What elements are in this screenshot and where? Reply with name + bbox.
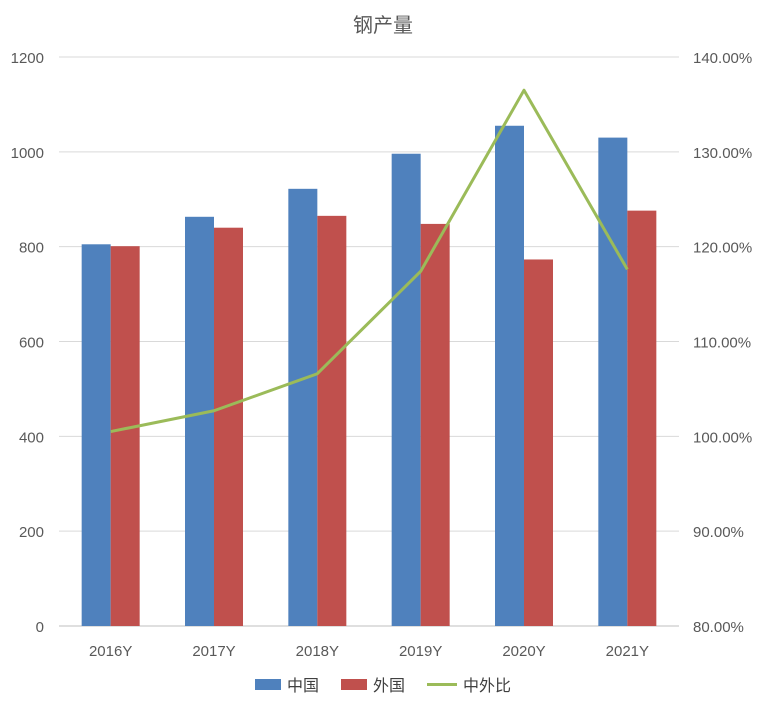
y-left-tick-label: 200 <box>19 524 44 541</box>
legend: 中国 外国 中外比 <box>0 672 766 696</box>
y-left-tick-label: 600 <box>19 335 44 352</box>
bar-foreign <box>214 227 243 626</box>
legend-item-ratio: 中外比 <box>427 672 511 696</box>
x-tick-label: 2017Y <box>192 643 235 660</box>
x-tick-label: 2021Y <box>606 643 649 660</box>
bar-china <box>598 137 628 626</box>
legend-swatch-foreign <box>340 678 367 690</box>
bar-china <box>81 244 111 626</box>
bar-china <box>391 153 421 627</box>
legend-item-foreign: 外国 <box>340 672 405 696</box>
bar-china <box>185 216 214 626</box>
bar-foreign <box>110 246 140 626</box>
legend-label-ratio: 中外比 <box>463 676 512 695</box>
ratio-line <box>110 88 629 434</box>
y-left-tick-label: 400 <box>19 429 44 446</box>
y-left-tick-label: 1200 <box>11 50 44 67</box>
y-right-tick-label: 130.00% <box>693 145 752 162</box>
y-right-tick-label: 140.00% <box>693 50 752 67</box>
y-right-tick-label: 110.00% <box>693 335 751 352</box>
bar-foreign <box>524 259 553 626</box>
bar-china <box>288 188 318 626</box>
chart-title: 钢产量 <box>353 13 413 37</box>
x-tick-label: 2020Y <box>502 643 545 660</box>
y-right-tick-label: 100.00% <box>693 429 752 446</box>
legend-swatch-china <box>254 678 281 690</box>
y-left-tick-label: 0 <box>36 619 44 636</box>
legend-label-foreign: 外国 <box>372 676 405 695</box>
bar-foreign <box>627 210 657 626</box>
legend-item-china: 中国 <box>254 672 319 696</box>
x-tick-label: 2018Y <box>296 643 339 660</box>
y-left-tick-label: 800 <box>19 240 44 257</box>
y-right-tick-label: 120.00% <box>693 240 752 257</box>
x-tick-label: 2019Y <box>399 643 442 660</box>
bar-china <box>495 125 524 627</box>
bar-foreign <box>317 215 347 627</box>
y-right-tick-label: 90.00% <box>693 524 744 541</box>
y-right-tick-label: 80.00% <box>693 619 744 636</box>
x-tick-label: 2016Y <box>89 643 132 660</box>
bar-foreign <box>420 223 450 626</box>
y-left-tick-label: 1000 <box>11 145 44 162</box>
legend-label-china: 中国 <box>286 676 319 695</box>
legend-swatch-ratio <box>427 682 457 686</box>
